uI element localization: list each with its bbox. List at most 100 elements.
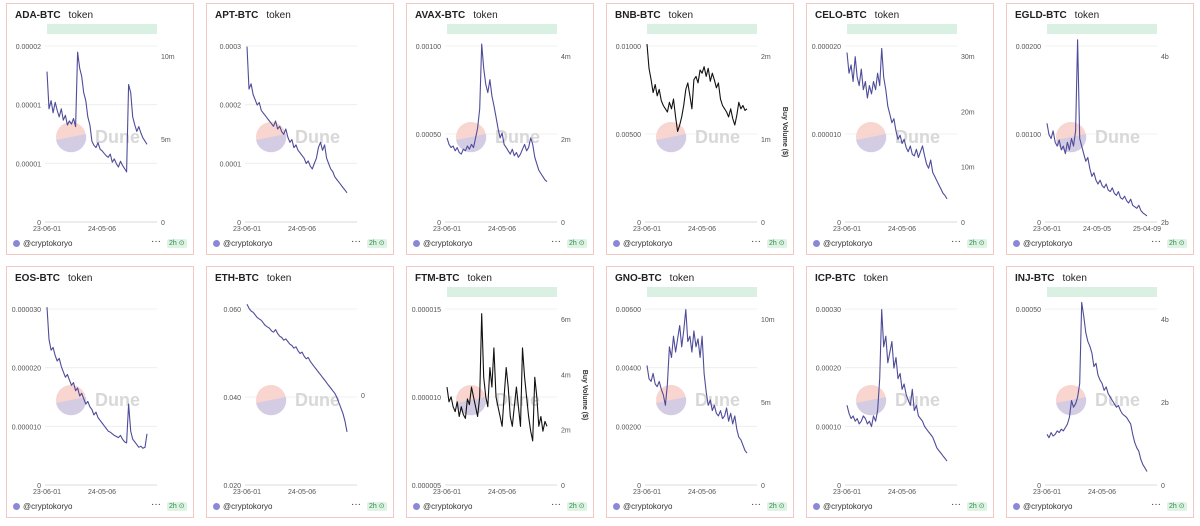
y-tick-label: 0.00010 xyxy=(816,424,841,431)
chart-tab-label[interactable]: token xyxy=(669,273,695,284)
author-link[interactable]: @cryptokoryo xyxy=(823,239,873,248)
author-link[interactable]: @cryptokoryo xyxy=(223,239,273,248)
line-chart: 0 0.00050 0.00100 0 2m 4m 23-06-01 24-05-06 Dune xyxy=(416,24,571,232)
refresh-badge[interactable]: 2h ⊙ xyxy=(967,502,987,511)
chart-card[interactable]: ETH-BTC token 0.020 0.040 0.060 0 23-06-01 24-0… xyxy=(206,266,394,518)
author-link[interactable]: @cryptokoryo xyxy=(623,239,673,248)
more-options-button[interactable]: ··· xyxy=(751,236,761,247)
refresh-badge[interactable]: 2h ⊙ xyxy=(367,502,387,511)
author-link[interactable]: @cryptokoryo xyxy=(23,502,73,511)
avatar[interactable] xyxy=(213,240,220,247)
watermark-logo-bottom xyxy=(56,134,87,153)
avatar[interactable] xyxy=(1013,240,1020,247)
avatar[interactable] xyxy=(413,240,420,247)
watermark-text: Dune xyxy=(95,390,140,410)
watermark-text: Dune xyxy=(495,127,540,147)
refresh-badge[interactable]: 2h ⊙ xyxy=(567,502,587,511)
avatar[interactable] xyxy=(813,240,820,247)
chart-card[interactable]: EOS-BTC token 0 0.000010 0.000020 0.000030 23-… xyxy=(6,266,194,518)
more-options-button[interactable]: ··· xyxy=(351,236,361,247)
card-footer: @cryptokoryo ··· 2h ⊙ xyxy=(213,499,389,515)
refresh-badge[interactable]: 2h ⊙ xyxy=(967,239,987,248)
refresh-badge[interactable]: 2h ⊙ xyxy=(1167,239,1187,248)
chart-title: ICP-BTC xyxy=(815,273,856,284)
chart-tab-label[interactable]: token xyxy=(874,10,900,21)
avatar[interactable] xyxy=(613,240,620,247)
card-footer: @cryptokoryo ··· 2h ⊙ xyxy=(413,236,589,252)
chart-tab-label[interactable]: token xyxy=(668,10,694,21)
y-tick-label: 0.000020 xyxy=(812,44,841,51)
chart-card[interactable]: BNB-BTC token 0 0.00500 0.01000 0 1m 2m Buy Volu… xyxy=(606,3,794,255)
refresh-badge[interactable]: 2h ⊙ xyxy=(367,239,387,248)
more-options-button[interactable]: ··· xyxy=(151,499,161,510)
y-tick-label: 0.00100 xyxy=(416,44,441,51)
more-options-button[interactable]: ··· xyxy=(351,499,361,510)
y-tick-label: 0 xyxy=(237,220,241,227)
chart-card[interactable]: EGLD-BTC token 0 0.00100 0.00200 2b 4b 23-06-01… xyxy=(1006,3,1194,255)
y2-tick-label: 2b xyxy=(1161,220,1169,227)
y-tick-label: 0.000015 xyxy=(412,307,441,314)
author-link[interactable]: @cryptokoryo xyxy=(1023,239,1073,248)
avatar[interactable] xyxy=(613,503,620,510)
avatar[interactable] xyxy=(13,240,20,247)
more-options-button[interactable]: ··· xyxy=(1151,499,1161,510)
chart-card[interactable]: ICP-BTC token 0 0.00010 0.00020 0.00030 23-06-… xyxy=(806,266,994,518)
more-options-button[interactable]: ··· xyxy=(551,236,561,247)
avatar[interactable] xyxy=(1013,503,1020,510)
chart-header: ADA-BTC token xyxy=(15,8,93,24)
chart-tab-label[interactable]: token xyxy=(1074,10,1100,21)
chart-card[interactable]: INJ-BTC token 0 0.00050 0 2b 4b 23-06-01 24-05-0… xyxy=(1006,266,1194,518)
chart-card[interactable]: ADA-BTC token 0 0.00001 0.00001 0.00002 0 5m 10m… xyxy=(6,3,194,255)
y2-tick-label: 0 xyxy=(1161,483,1165,490)
more-options-button[interactable]: ··· xyxy=(751,499,761,510)
refresh-badge[interactable]: 2h ⊙ xyxy=(167,502,187,511)
author-link[interactable]: @cryptokoryo xyxy=(623,502,673,511)
author-link[interactable]: @cryptokoryo xyxy=(223,502,273,511)
refresh-badge[interactable]: 2h ⊙ xyxy=(767,502,787,511)
more-options-button[interactable]: ··· xyxy=(1151,236,1161,247)
avatar[interactable] xyxy=(813,503,820,510)
chart-card[interactable]: APT-BTC token 0 0.0001 0.0002 0.0003 23-06-01 2… xyxy=(206,3,394,255)
refresh-badge[interactable]: 2h ⊙ xyxy=(167,239,187,248)
y2-tick-label: 4m xyxy=(561,54,571,61)
line-chart: 0.020 0.040 0.060 0 23-06-01 24-05-06 Dune xyxy=(223,304,365,495)
avatar[interactable] xyxy=(13,503,20,510)
x-tick-label: 24-05-06 xyxy=(888,489,916,495)
chart-tab-label[interactable]: token xyxy=(473,10,498,21)
y2-tick-label: 4m xyxy=(561,372,571,379)
author-link[interactable]: @cryptokoryo xyxy=(823,502,873,511)
chart-tab-label[interactable]: token xyxy=(1062,273,1087,284)
refresh-badge[interactable]: 2h ⊙ xyxy=(767,239,787,248)
chart-tab-label[interactable]: token xyxy=(467,273,492,284)
more-options-button[interactable]: ··· xyxy=(951,499,961,510)
avatar[interactable] xyxy=(413,503,420,510)
chart-card[interactable]: GNO-BTC token 0 0.00200 0.00400 0.00600 0 5m 10m… xyxy=(606,266,794,518)
refresh-badge[interactable]: 2h ⊙ xyxy=(1167,502,1187,511)
chart-header: EGLD-BTC token xyxy=(1015,8,1099,24)
more-options-button[interactable]: ··· xyxy=(151,236,161,247)
y2-tick-label: 2b xyxy=(1161,400,1169,407)
legend-bar xyxy=(647,287,757,297)
more-options-button[interactable]: ··· xyxy=(951,236,961,247)
chart-tab-label[interactable]: token xyxy=(266,273,292,284)
chart-tab-label[interactable]: token xyxy=(863,273,889,284)
author-link[interactable]: @cryptokoryo xyxy=(23,239,73,248)
author-link[interactable]: @cryptokoryo xyxy=(423,502,473,511)
chart-card[interactable]: FTM-BTC token 0.000005 0.000010 0.000015 0 2m 4… xyxy=(406,266,594,518)
chart-card[interactable]: AVAX-BTC token 0 0.00050 0.00100 0 2m 4m 23-06-0… xyxy=(406,3,594,255)
chart-tab-label[interactable]: token xyxy=(266,10,291,21)
chart-tab-label[interactable]: token xyxy=(68,273,93,284)
series-line xyxy=(846,47,948,200)
y2-tick-label: 6m xyxy=(561,317,571,324)
y-tick-label: 0 xyxy=(837,483,841,490)
x-tick-label: 23-06-01 xyxy=(33,489,61,495)
more-options-button[interactable]: ··· xyxy=(551,499,561,510)
author-link[interactable]: @cryptokoryo xyxy=(1023,502,1073,511)
avatar[interactable] xyxy=(213,503,220,510)
author-link[interactable]: @cryptokoryo xyxy=(423,239,473,248)
legend-bar xyxy=(1047,24,1157,34)
chart-tab-label[interactable]: token xyxy=(68,10,94,21)
chart-card[interactable]: CELO-BTC token 0 0.000010 0.000020 0 10m 20m 30m… xyxy=(806,3,994,255)
series-line xyxy=(646,44,748,132)
refresh-badge[interactable]: 2h ⊙ xyxy=(567,239,587,248)
